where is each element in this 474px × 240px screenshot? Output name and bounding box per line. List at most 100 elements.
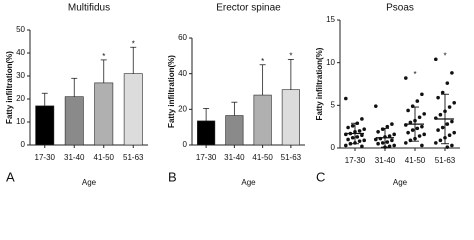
bar xyxy=(94,82,114,146)
data-point xyxy=(360,144,364,149)
x-axis-label: Age xyxy=(393,178,408,187)
data-point xyxy=(445,122,450,126)
panel-label: C xyxy=(316,169,325,184)
bar xyxy=(35,105,55,146)
x-tick-label: 17-30 xyxy=(35,153,56,162)
data-point xyxy=(346,137,350,142)
y-tick-label: 10 xyxy=(16,117,25,126)
y-tick-label: 20 xyxy=(178,104,187,113)
data-point xyxy=(436,128,440,132)
y-axis-label: Fatty infiltration(%) xyxy=(167,55,176,128)
error-bar xyxy=(203,108,210,121)
y-tick-label: 5 xyxy=(331,100,336,109)
data-point xyxy=(422,132,427,137)
data-point xyxy=(438,138,443,143)
y-tick-label: 40 xyxy=(16,48,25,57)
data-point xyxy=(392,143,397,148)
chart-title: Psoas xyxy=(386,3,414,14)
data-point xyxy=(452,130,457,135)
data-point xyxy=(436,95,440,100)
data-point xyxy=(380,141,385,145)
x-axis-label: Age xyxy=(82,178,97,187)
data-point xyxy=(390,138,394,143)
data-point xyxy=(350,135,355,140)
error-bar xyxy=(411,106,419,142)
data-point xyxy=(362,127,367,132)
x-tick-label: 31-40 xyxy=(64,153,85,162)
data-point xyxy=(447,105,452,109)
error-bar xyxy=(381,127,389,148)
error-bar xyxy=(441,93,449,145)
significance-mark: * xyxy=(289,52,292,61)
data-point xyxy=(392,132,397,137)
x-tick-label: 31-40 xyxy=(375,156,396,165)
significance-mark: * xyxy=(443,51,446,60)
data-point xyxy=(450,119,454,124)
y-tick-label: 10 xyxy=(326,58,335,67)
error-bar xyxy=(71,77,78,97)
data-point xyxy=(385,140,390,144)
data-point xyxy=(404,141,408,145)
data-point xyxy=(344,96,348,101)
bar xyxy=(64,96,84,146)
data-point xyxy=(450,71,454,75)
data-point xyxy=(385,124,390,129)
error-bar xyxy=(231,101,238,116)
data-point xyxy=(355,135,360,139)
y-tick-label: 20 xyxy=(16,94,25,103)
x-axis-label: Age xyxy=(241,178,256,187)
data-point xyxy=(417,115,422,120)
data-point xyxy=(447,133,452,137)
bar xyxy=(253,94,272,146)
significance-mark: * xyxy=(413,70,416,79)
data-point xyxy=(420,92,424,97)
data-point xyxy=(362,138,367,143)
significance-mark: * xyxy=(102,52,105,61)
chart-title: Erector spinae xyxy=(216,3,281,14)
data-point xyxy=(350,124,355,128)
y-axis-label: Fatty infiltration(%) xyxy=(5,51,14,124)
y-tick-label: 30 xyxy=(16,71,25,80)
x-tick-label: 41-50 xyxy=(94,153,115,162)
error-bar xyxy=(351,122,359,145)
y-tick-label: 40 xyxy=(178,69,187,78)
data-point xyxy=(344,143,348,148)
data-point xyxy=(420,143,424,148)
error-bar xyxy=(100,59,107,83)
bar xyxy=(281,89,300,146)
data-point xyxy=(408,120,413,125)
x-tick-label: 31-40 xyxy=(224,153,245,162)
x-tick-label: 51-63 xyxy=(123,153,144,162)
data-point xyxy=(434,141,438,145)
data-point xyxy=(415,99,420,103)
data-point xyxy=(434,57,438,62)
data-point xyxy=(348,141,353,146)
data-point xyxy=(346,125,350,130)
data-point xyxy=(357,129,362,133)
y-tick-label: 50 xyxy=(16,25,25,34)
data-point xyxy=(357,139,362,143)
x-tick-label: 41-50 xyxy=(252,153,273,162)
data-point xyxy=(374,137,378,142)
y-axis-label: Fatty infiltration(%) xyxy=(315,47,324,120)
data-point xyxy=(406,108,410,113)
error-bar xyxy=(130,46,137,74)
y-tick-label: 0 xyxy=(21,140,26,149)
data-point xyxy=(445,81,450,85)
x-tick-label: 51-63 xyxy=(435,156,456,165)
error-bar xyxy=(41,92,48,106)
panel-label: A xyxy=(6,169,15,184)
data-point xyxy=(410,128,415,132)
data-point xyxy=(450,143,454,148)
x-tick-label: 17-30 xyxy=(196,153,217,162)
error-bar xyxy=(259,64,266,96)
data-point xyxy=(440,90,445,95)
data-point xyxy=(452,100,457,105)
x-tick-label: 41-50 xyxy=(405,156,426,165)
bar xyxy=(123,73,143,146)
bar xyxy=(197,120,216,146)
significance-mark: * xyxy=(261,57,264,66)
y-tick-label: 0 xyxy=(183,140,188,149)
data-point xyxy=(422,112,427,116)
y-tick-label: 15 xyxy=(326,15,335,24)
